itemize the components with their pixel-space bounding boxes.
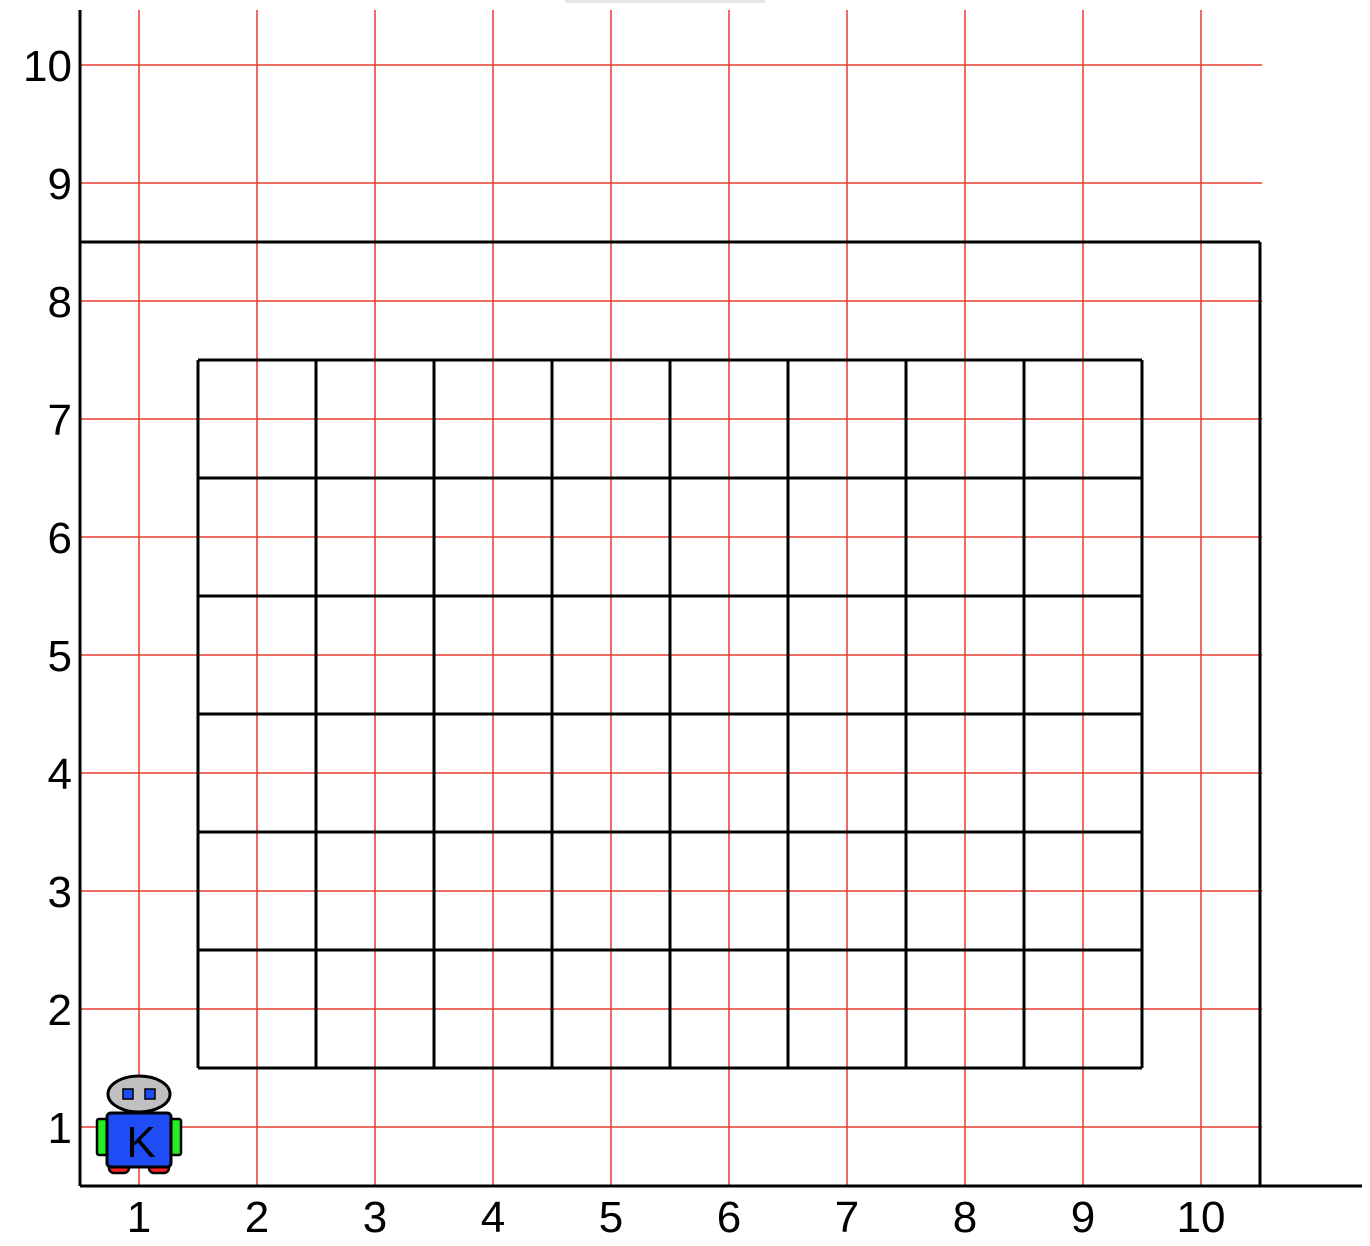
- x-axis-labels: 1 2 3 4 5 6 7 8 9 10: [127, 1193, 1226, 1242]
- x-axis-label: 7: [835, 1193, 859, 1242]
- x-axis-label: 10: [1177, 1193, 1226, 1242]
- y-axis-labels: 1 2 3 4 5 6 7 8 9 10: [23, 42, 72, 1153]
- y-axis-label: 6: [48, 514, 72, 563]
- robot-letter: K: [126, 1118, 155, 1167]
- robot-left-eye: [122, 1088, 134, 1100]
- y-axis-label: 8: [48, 278, 72, 327]
- y-axis-label: 3: [48, 868, 72, 917]
- x-axis-label: 1: [127, 1193, 151, 1242]
- y-axis-label: 2: [48, 986, 72, 1035]
- y-axis-label: 4: [48, 750, 72, 799]
- walls: [80, 240, 1262, 1186]
- x-axis-label: 4: [481, 1193, 505, 1242]
- y-axis-label: 5: [48, 632, 72, 681]
- robot-head: [106, 1074, 172, 1114]
- x-axis-label: 8: [953, 1193, 977, 1242]
- y-axis-label: 1: [48, 1104, 72, 1153]
- y-axis-label: 7: [48, 396, 72, 445]
- top-tab: [565, 0, 765, 3]
- x-axis-label: 2: [245, 1193, 269, 1242]
- x-axis-label: 3: [363, 1193, 387, 1242]
- robot: K: [95, 1074, 183, 1175]
- x-axis-label: 9: [1071, 1193, 1095, 1242]
- x-axis-label: 5: [599, 1193, 623, 1242]
- robot-right-eye: [144, 1088, 156, 1100]
- karel-robot: K: [95, 1074, 183, 1175]
- x-axis-label: 6: [717, 1193, 741, 1242]
- axes: [78, 10, 1362, 1188]
- y-axis-label: 9: [48, 160, 72, 209]
- y-axis-label: 10: [23, 42, 72, 91]
